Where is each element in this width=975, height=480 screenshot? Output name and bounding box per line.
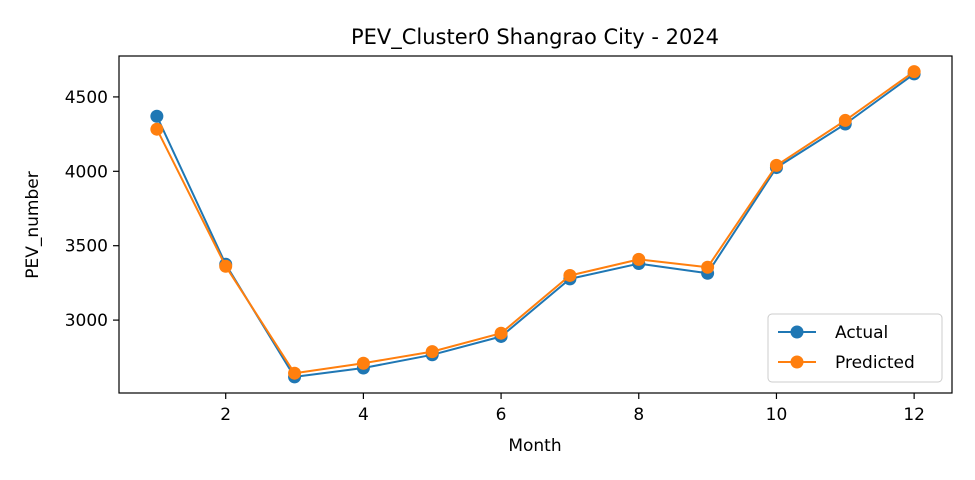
data-point-predicted [632,252,646,266]
y-tick-label: 4500 [65,88,108,108]
x-tick-label: 2 [220,405,231,425]
y-tick-label: 4000 [65,162,108,182]
data-point-predicted [563,268,577,282]
series-layer [150,65,921,384]
chart-title: PEV_Cluster0 Shangrao City - 2024 [351,25,719,50]
data-point-predicted [356,356,370,370]
x-tick-label: 12 [903,405,925,425]
data-point-predicted [425,345,439,359]
x-tick-label: 6 [496,405,507,425]
legend-label-actual: Actual [835,323,888,343]
y-axis: 3000 3500 4000 4500 [65,88,119,331]
y-tick-label: 3500 [65,237,108,257]
data-point-predicted [701,260,715,274]
legend-item-predicted: Predicted [778,353,915,373]
x-axis: 2 4 6 8 10 12 [220,393,925,425]
legend-marker-predicted [790,355,804,369]
data-point-predicted [288,366,302,380]
data-point-actual [150,109,164,123]
legend: Actual Predicted [767,313,943,383]
series-line-predicted [156,70,915,375]
x-tick-label: 10 [766,405,788,425]
data-point-predicted [907,65,921,79]
data-point-predicted [769,158,783,172]
data-point-predicted [150,122,164,136]
legend-label-predicted: Predicted [835,353,915,373]
legend-marker-actual [790,325,804,339]
data-point-predicted [494,326,508,340]
y-axis-label: PEV_number [23,171,43,278]
x-tick-label: 4 [358,405,369,425]
x-axis-label: Month [508,436,561,456]
data-point-predicted [219,259,233,273]
x-tick-label: 8 [633,405,644,425]
data-point-predicted [838,113,852,127]
plot-frame [118,55,953,394]
legend-item-actual: Actual [778,323,888,343]
series-line-actual [155,73,915,378]
y-tick-label: 3000 [65,311,108,331]
